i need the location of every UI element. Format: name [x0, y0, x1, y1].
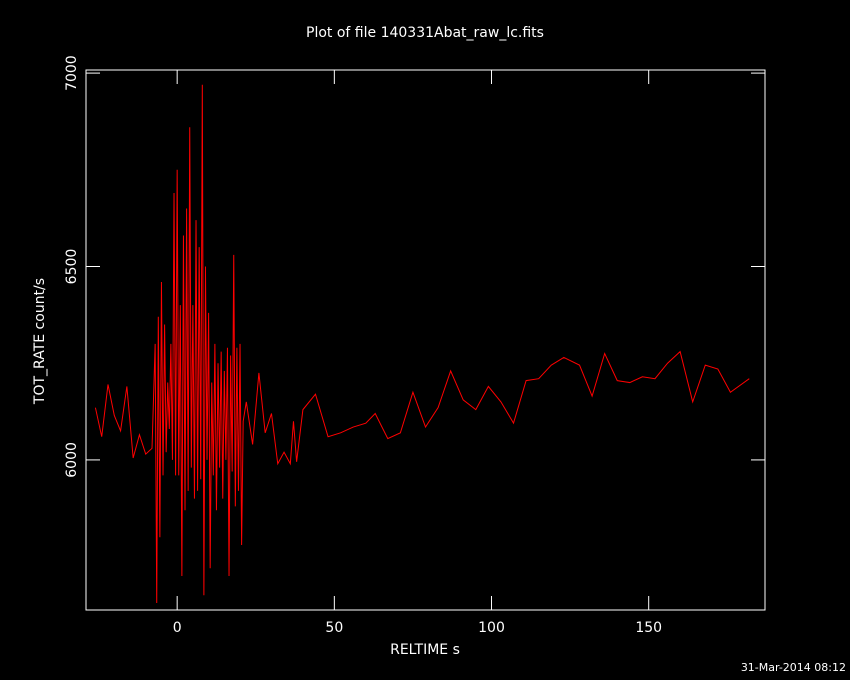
plot-frame [85, 69, 766, 611]
y-tick-label: 6000 [64, 442, 80, 478]
x-tick-label: 0 [173, 620, 182, 636]
footer-timestamp: 31-Mar-2014 08:12 [741, 661, 846, 674]
data-line [94, 84, 750, 604]
x-axis-label: RELTIME s [390, 642, 460, 658]
y-tick-label: 7000 [64, 55, 80, 91]
y-tick-label: 6500 [64, 249, 80, 285]
x-tick-label: 150 [635, 620, 662, 636]
x-tick-label: 100 [478, 620, 505, 636]
x-tick-label: 50 [325, 620, 343, 636]
chart-title: Plot of file 140331Abat_raw_lc.fits [306, 25, 544, 41]
y-axis-label: TOT_RATE count/s [32, 278, 48, 405]
